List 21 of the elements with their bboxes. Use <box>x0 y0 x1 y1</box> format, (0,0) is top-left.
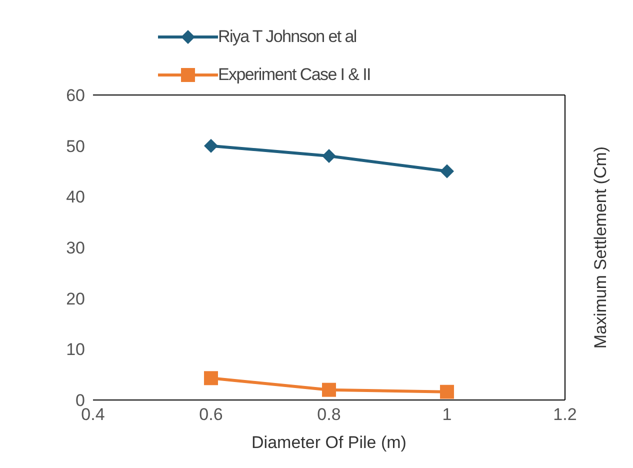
x-tick-label: 0.8 <box>317 405 341 424</box>
point <box>204 371 218 386</box>
legend-label: Riya T Johnson et al <box>218 27 356 47</box>
y-tick-label: 40 <box>66 188 85 207</box>
legend-label: Experiment Case I & II <box>218 65 370 85</box>
point <box>322 382 336 397</box>
x-tick-label: 0.4 <box>81 405 105 424</box>
y-tick-label: 50 <box>66 136 85 156</box>
y-axis-title: Maximum Settlement (Cm) <box>591 146 610 349</box>
x-tick-label: 0.6 <box>199 405 223 424</box>
point <box>322 149 336 163</box>
y-tick-label: 10 <box>66 340 85 360</box>
y-tick-label: 20 <box>66 289 85 308</box>
point <box>440 384 454 399</box>
point <box>204 138 218 153</box>
y-tick-label: 60 <box>66 86 85 106</box>
y-tick-label: 30 <box>66 238 85 258</box>
x-axis-title: Diameter Of Pile (m) <box>252 433 406 452</box>
x-tick-label: 1 <box>442 405 452 424</box>
x-tick-label: 1.2 <box>553 405 577 424</box>
point <box>440 164 454 178</box>
